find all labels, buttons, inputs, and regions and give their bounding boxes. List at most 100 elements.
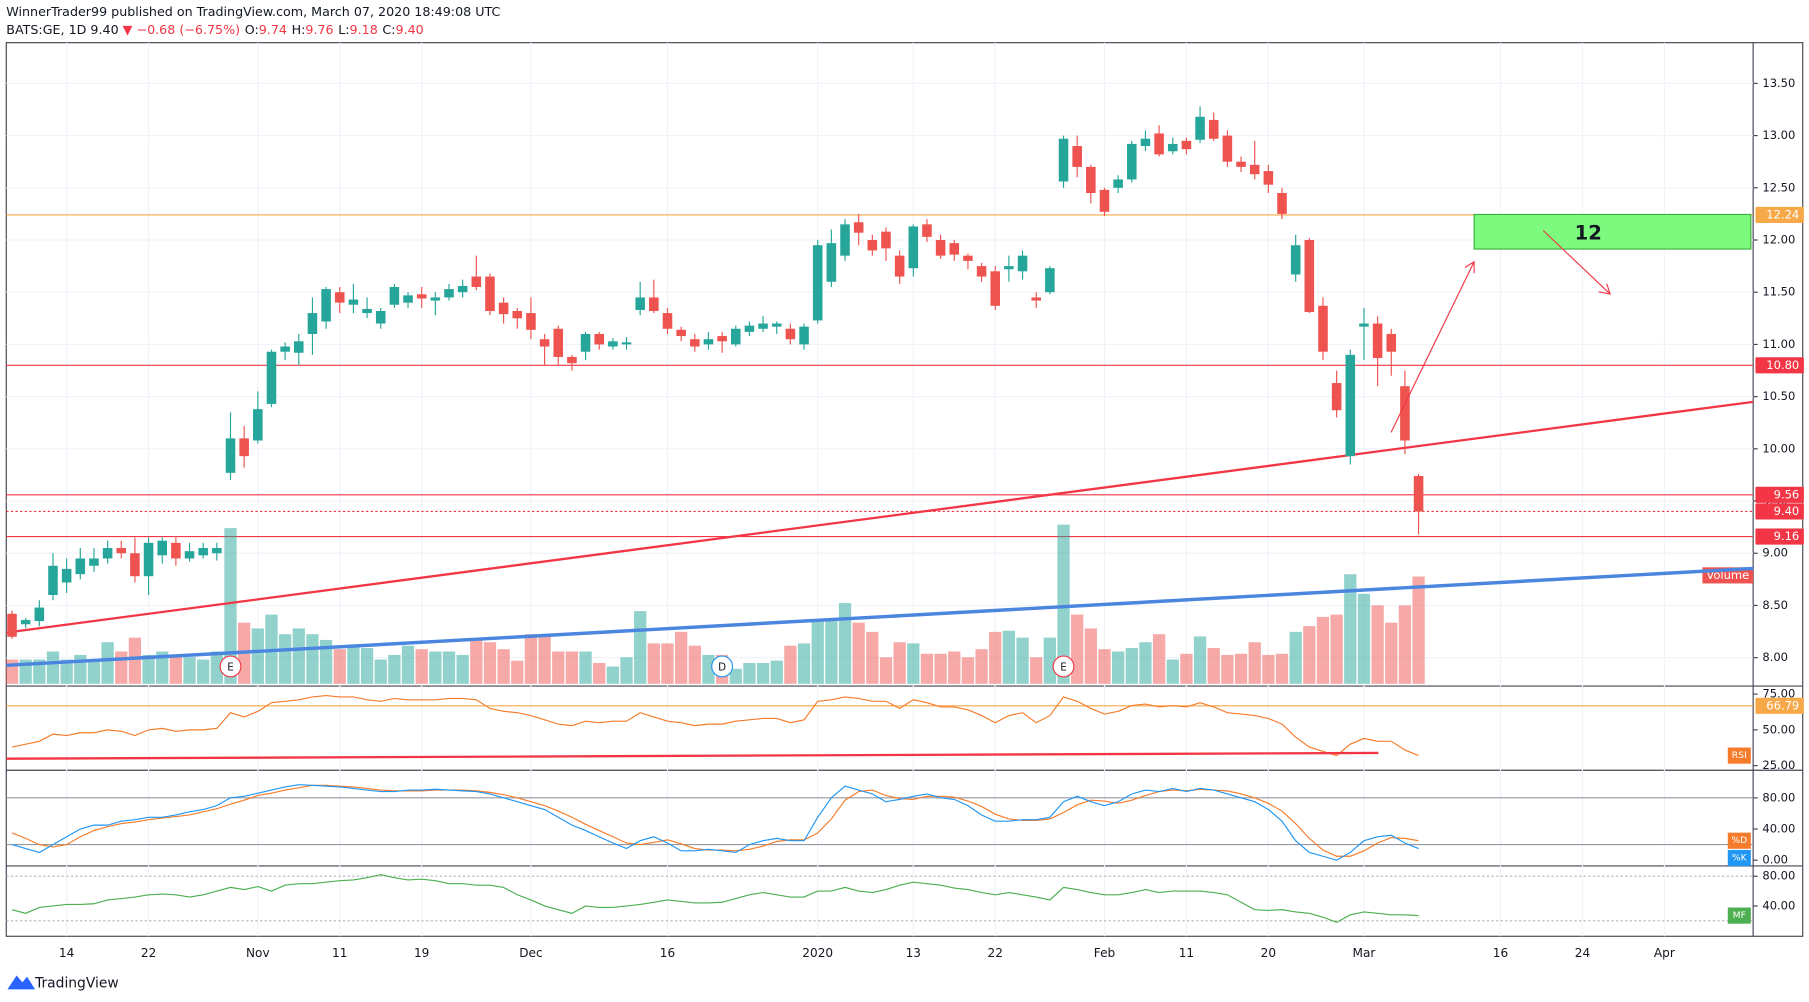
candle-body (826, 243, 837, 282)
volume-bar (811, 619, 824, 684)
volume-bar (101, 642, 114, 684)
volume-bar (1084, 628, 1097, 684)
ohlc-value: 9.18 (350, 21, 378, 36)
candle-body (1249, 164, 1260, 175)
candle-body (894, 255, 905, 277)
candle-body (1017, 255, 1028, 272)
volume-bar (183, 657, 196, 684)
volume-bar (866, 631, 879, 684)
volume-bar (1316, 616, 1330, 684)
candle-body (1277, 193, 1287, 214)
candle-body (362, 308, 372, 314)
candle-body (608, 341, 618, 347)
candle-body (403, 295, 413, 303)
volume-bar (1071, 614, 1084, 684)
last-price: 9.40 (90, 21, 118, 36)
volume-bar (319, 639, 333, 684)
arrows (1390, 230, 1612, 433)
volume-bar (797, 643, 811, 684)
candle-body (553, 328, 564, 357)
candle-body (1099, 189, 1110, 212)
candle-body (1154, 133, 1164, 155)
volume-bar (470, 639, 483, 684)
volume-bar (975, 649, 988, 684)
y-tick-label: 80.00 (1762, 869, 1795, 883)
x-tick-label: 11 (1179, 946, 1194, 960)
volume-bar (1371, 605, 1384, 684)
y-tick-label: 9.00 (1762, 546, 1788, 560)
candle-body (812, 245, 823, 321)
volume-bar (852, 622, 865, 684)
legend-badge (1727, 907, 1751, 924)
volume-bar (893, 642, 906, 684)
volume-bar (60, 659, 73, 684)
ohlc-value: 9.40 (396, 21, 424, 36)
ohlc-value: 9.74 (259, 21, 287, 36)
y-tick-label: 12.00 (1762, 233, 1795, 247)
volume-bar (388, 654, 401, 684)
candle-body (61, 568, 72, 583)
candle-body (375, 311, 386, 324)
volume-bar (1385, 622, 1398, 684)
volume-bar (1180, 653, 1193, 684)
candle-body (348, 299, 359, 305)
x-tick-label: 16 (660, 946, 675, 960)
candle-body (567, 356, 577, 364)
symbol: BATS:GE, 1D (6, 21, 86, 36)
volume-bar (1398, 605, 1412, 684)
candle-body (1086, 166, 1096, 194)
event-label: E (1060, 662, 1067, 674)
candle-body (758, 323, 768, 329)
x-tick-label: Feb (1094, 946, 1116, 960)
candle-body (717, 336, 727, 342)
candle-body (280, 346, 290, 352)
volume-bar (606, 666, 620, 684)
candle-body (1318, 305, 1328, 352)
candle-body (512, 311, 523, 319)
volume-bar (456, 654, 469, 684)
volume-bar (661, 643, 674, 684)
volume-bar (702, 654, 715, 684)
candle-body (266, 351, 277, 404)
volume-bar (511, 660, 524, 684)
volume-bar (1111, 651, 1125, 684)
candle-body (1263, 171, 1274, 185)
blue-trend-line (6, 566, 1754, 668)
x-tick-label: 14 (59, 946, 75, 960)
candle-body (485, 276, 495, 312)
x-tick-label: Nov (246, 946, 270, 960)
candle-body (649, 297, 659, 312)
candle-body (1167, 143, 1178, 152)
x-tick-label: Dec (519, 946, 542, 960)
volume-bar (1262, 654, 1275, 684)
candle-body (20, 620, 31, 625)
level-badge (1755, 503, 1804, 520)
volume-bar (579, 651, 592, 684)
candle-body (1031, 297, 1041, 301)
y-tick-label: 8.50 (1762, 598, 1788, 612)
candle-body (526, 313, 536, 330)
candle-body (130, 553, 140, 577)
candle-body (744, 325, 755, 332)
candle-body (867, 240, 878, 251)
candle-body (580, 333, 591, 352)
candle-body (253, 409, 263, 441)
candle-body (48, 565, 58, 596)
volume-bar (1152, 634, 1166, 684)
y-tick-label: 10.50 (1762, 389, 1795, 403)
event-label: E (227, 662, 234, 674)
candle-body (963, 255, 973, 261)
volume-bar (552, 651, 565, 684)
volume-bar (415, 649, 428, 684)
y-tick-label: 40.00 (1762, 898, 1795, 912)
volume-bar (989, 631, 1002, 684)
candle-body (621, 342, 632, 345)
volume-bar (1016, 637, 1029, 684)
y-tick-label: 80.00 (1762, 790, 1795, 804)
level-badge-label: 66.79 (1766, 698, 1799, 712)
volume-bar (1043, 637, 1057, 684)
ohlc-label: O: (245, 21, 259, 36)
candle-body (171, 542, 181, 559)
legend-label: %D (1731, 835, 1747, 846)
